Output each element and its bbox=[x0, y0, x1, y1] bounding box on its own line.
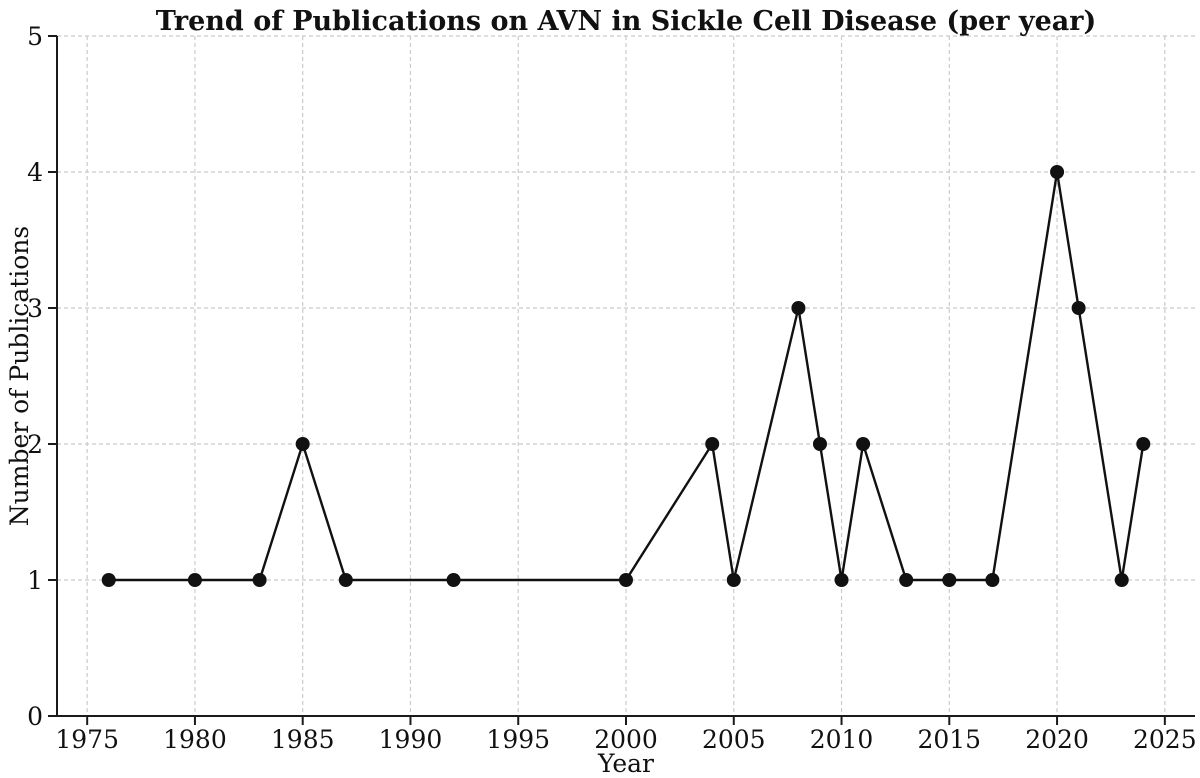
x-tick-label: 1980 bbox=[163, 725, 227, 754]
gridlines bbox=[57, 35, 1195, 716]
x-tick-label: 2025 bbox=[1133, 725, 1197, 754]
y-axis-title: Number of Publications bbox=[5, 226, 34, 526]
data-point bbox=[856, 437, 871, 451]
data-point bbox=[1050, 165, 1065, 179]
data-point bbox=[101, 573, 116, 587]
data-point bbox=[812, 437, 827, 451]
data-point bbox=[1071, 301, 1086, 315]
x-tick-label: 2015 bbox=[917, 725, 981, 754]
x-tick-label: 2020 bbox=[1025, 725, 1089, 754]
data-point bbox=[899, 573, 914, 587]
y-tick-label: 2 bbox=[27, 430, 43, 459]
data-line bbox=[107, 170, 1145, 582]
data-series bbox=[101, 165, 1151, 587]
chart-title: Trend of Publications on AVN in Sickle C… bbox=[156, 6, 1097, 37]
x-axis-title: Year bbox=[597, 749, 654, 778]
data-point bbox=[834, 573, 849, 587]
data-point bbox=[942, 573, 957, 587]
y-tick-label: 1 bbox=[27, 566, 43, 595]
data-point bbox=[791, 301, 806, 315]
data-point bbox=[1136, 437, 1151, 451]
y-tick-label: 0 bbox=[27, 702, 43, 731]
x-tick-label: 1990 bbox=[379, 725, 443, 754]
x-tick-label: 1975 bbox=[55, 725, 119, 754]
y-tick-label: 5 bbox=[27, 22, 43, 51]
y-tick-label: 4 bbox=[27, 158, 43, 187]
x-tick-label: 1995 bbox=[486, 725, 550, 754]
data-point bbox=[338, 573, 353, 587]
x-tick-label: 2000 bbox=[594, 725, 658, 754]
x-tick-label: 2010 bbox=[810, 725, 874, 754]
data-point bbox=[985, 573, 1000, 587]
axes bbox=[48, 35, 1195, 725]
data-point bbox=[295, 437, 310, 451]
x-tick-label: 2005 bbox=[702, 725, 766, 754]
x-tick-label: 1985 bbox=[271, 725, 335, 754]
tick-labels: 1975 1980 1985 1990 1995 2000 2005 2010 2015 2020… bbox=[27, 22, 1197, 754]
data-point bbox=[619, 573, 633, 587]
data-point bbox=[446, 573, 461, 587]
data-point bbox=[726, 573, 741, 587]
data-point bbox=[705, 437, 720, 451]
data-point bbox=[187, 573, 202, 587]
data-point bbox=[1114, 573, 1129, 587]
data-point bbox=[252, 573, 267, 587]
y-tick-label: 3 bbox=[27, 294, 43, 323]
